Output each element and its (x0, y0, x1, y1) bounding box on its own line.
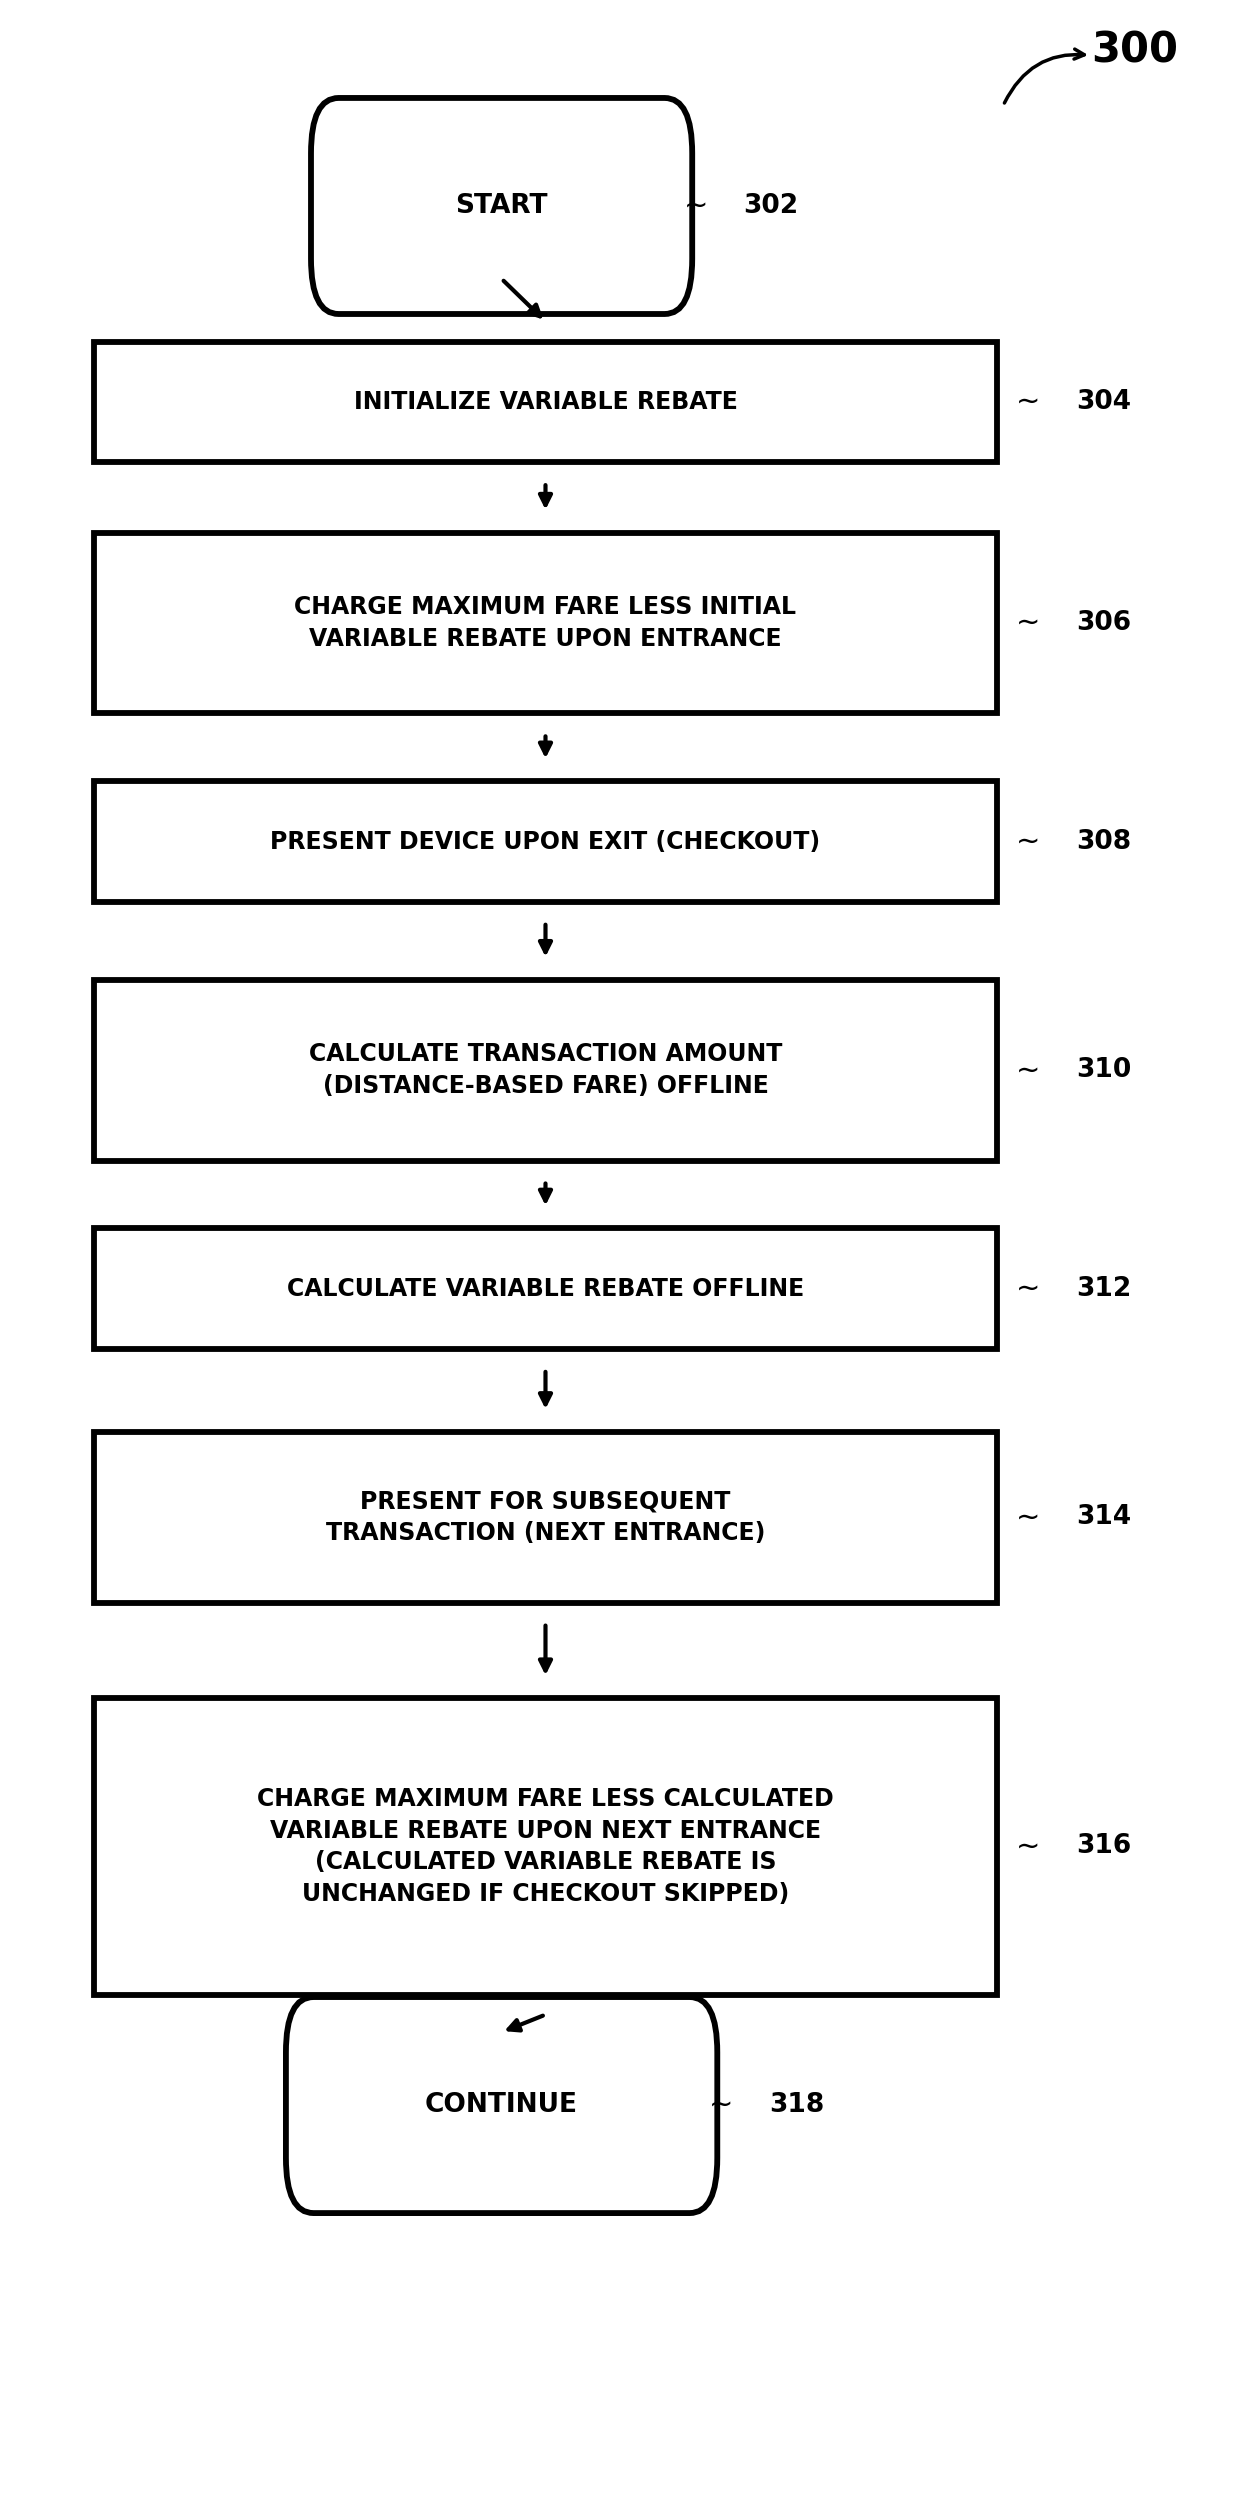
Text: CONTINUE: CONTINUE (425, 2092, 578, 2118)
Bar (94, 1698, 997, 1995)
Bar (94, 980, 997, 1161)
Text: ∼: ∼ (709, 2090, 732, 2120)
Text: ∼: ∼ (1016, 387, 1040, 417)
Text: ∼: ∼ (1016, 1831, 1040, 1861)
Bar (94, 533, 997, 713)
Text: CHARGE MAXIMUM FARE LESS INITIAL
VARIABLE REBATE UPON ENTRANCE: CHARGE MAXIMUM FARE LESS INITIAL VARIABL… (295, 595, 796, 651)
Text: 314: 314 (1076, 1505, 1131, 1530)
Text: 316: 316 (1076, 1834, 1131, 1859)
FancyBboxPatch shape (311, 98, 692, 314)
Text: PRESENT FOR SUBSEQUENT
TRANSACTION (NEXT ENTRANCE): PRESENT FOR SUBSEQUENT TRANSACTION (NEXT… (326, 1490, 765, 1545)
Text: 318: 318 (769, 2092, 824, 2118)
Text: ∼: ∼ (1016, 826, 1040, 857)
Text: 312: 312 (1076, 1276, 1131, 1301)
Text: 310: 310 (1076, 1058, 1131, 1083)
Text: 306: 306 (1076, 610, 1131, 636)
Text: INITIALIZE VARIABLE REBATE: INITIALIZE VARIABLE REBATE (354, 389, 737, 414)
FancyBboxPatch shape (286, 1997, 717, 2213)
Bar (94, 1228, 997, 1349)
Bar (94, 781, 997, 902)
Bar (94, 342, 997, 462)
Text: CALCULATE TRANSACTION AMOUNT
(DISTANCE-BASED FARE) OFFLINE: CALCULATE TRANSACTION AMOUNT (DISTANCE-B… (308, 1042, 782, 1098)
Text: ∼: ∼ (683, 191, 707, 221)
Text: ∼: ∼ (1016, 1274, 1040, 1304)
Text: CALCULATE VARIABLE REBATE OFFLINE: CALCULATE VARIABLE REBATE OFFLINE (287, 1276, 804, 1301)
Text: 304: 304 (1076, 389, 1131, 414)
Text: 302: 302 (744, 193, 799, 219)
Text: 308: 308 (1076, 829, 1131, 854)
Bar (94, 1432, 997, 1603)
Text: 300: 300 (1091, 30, 1179, 70)
Text: ∼: ∼ (1016, 608, 1040, 638)
Text: START: START (455, 193, 548, 219)
Text: ∼: ∼ (1016, 1502, 1040, 1532)
Text: ∼: ∼ (1016, 1055, 1040, 1085)
Text: PRESENT DEVICE UPON EXIT (CHECKOUT): PRESENT DEVICE UPON EXIT (CHECKOUT) (271, 829, 820, 854)
Text: CHARGE MAXIMUM FARE LESS CALCULATED
VARIABLE REBATE UPON NEXT ENTRANCE
(CALCULAT: CHARGE MAXIMUM FARE LESS CALCULATED VARI… (257, 1786, 834, 1907)
